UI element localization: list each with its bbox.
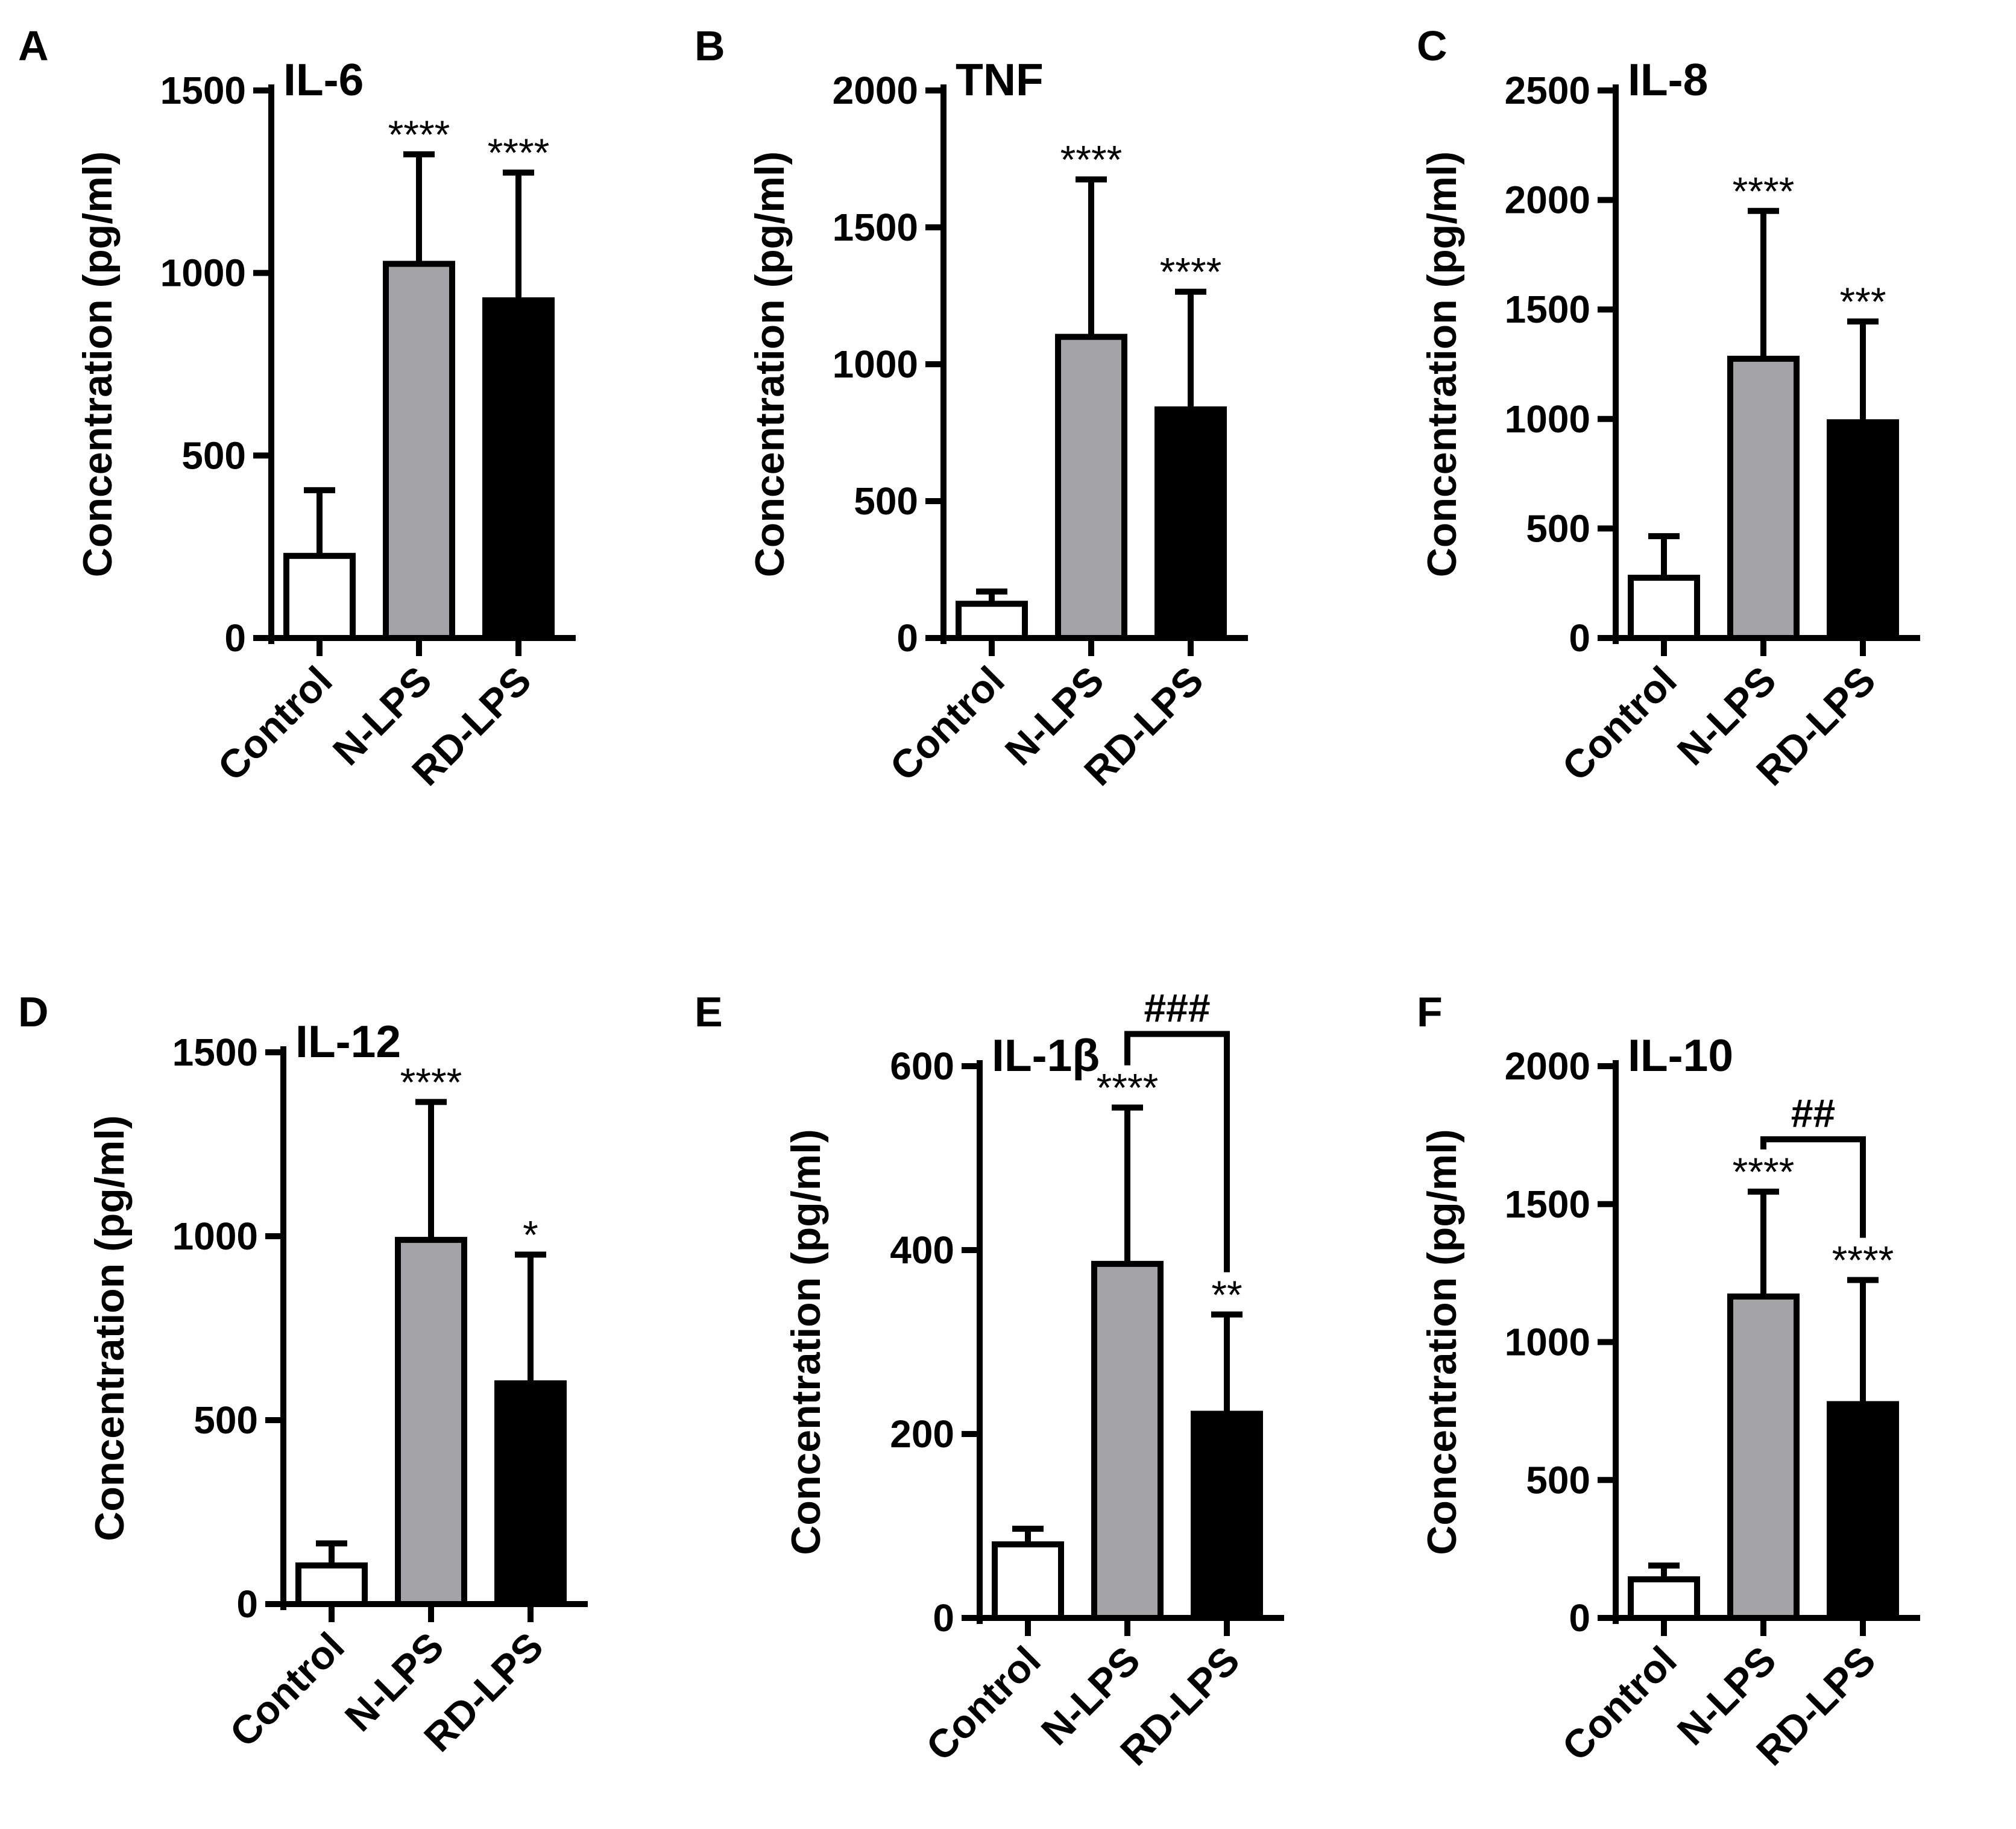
y-tick-label: 1000 — [833, 343, 918, 386]
significance-label: * — [523, 1213, 538, 1257]
y-tick-label: 2500 — [1505, 69, 1590, 112]
bar-rd-lps — [1827, 1401, 1899, 1621]
significance-label: **** — [1733, 169, 1795, 213]
bar-rd-lps — [482, 297, 555, 642]
y-axis-label: Concentration (pg/ml) — [1419, 151, 1465, 577]
y-tick-label: 1500 — [172, 1031, 258, 1074]
bar-n-lps — [1055, 333, 1127, 641]
chart-title: IL-10 — [1628, 1030, 1733, 1081]
y-tick-label: 400 — [890, 1228, 954, 1272]
significance-label: **** — [400, 1060, 462, 1104]
bar-rd-lps — [1827, 419, 1899, 641]
bracket-significance-label: ### — [1144, 986, 1210, 1031]
significance-label: **** — [388, 112, 450, 157]
y-tick-label: 0 — [933, 1596, 954, 1640]
panel-letter: C — [1417, 22, 1447, 69]
y-tick-label: 500 — [1526, 507, 1590, 550]
chart-title: IL-12 — [295, 1016, 401, 1067]
chart-title: IL-8 — [1628, 54, 1708, 105]
y-tick-label: 1000 — [160, 251, 246, 295]
significance-label: **** — [1160, 250, 1222, 294]
y-tick-label: 0 — [224, 616, 246, 660]
bar-control — [992, 1541, 1064, 1621]
panel-letter: A — [18, 22, 49, 69]
comparison-bracket — [1760, 1136, 1866, 1238]
y-tick-label: 2000 — [1505, 178, 1590, 222]
y-tick-label: 1500 — [1505, 1183, 1590, 1226]
y-tick-label: 1000 — [1505, 1321, 1590, 1364]
y-tick-label: 500 — [181, 434, 246, 477]
bracket-significance-label: ## — [1791, 1091, 1835, 1136]
y-tick-label: 600 — [890, 1044, 954, 1088]
bar-n-lps — [1727, 355, 1800, 641]
significance-label: **** — [1097, 1066, 1159, 1110]
bar-control — [283, 552, 356, 641]
bar-n-lps — [395, 1237, 467, 1608]
y-axis-label: Concentration (pg/ml) — [87, 1115, 133, 1541]
panel-letter: B — [695, 22, 725, 69]
bar-control — [956, 601, 1028, 641]
panel-letter: E — [695, 988, 723, 1035]
significance-label: **** — [1832, 1238, 1894, 1283]
panel-letter: F — [1417, 988, 1443, 1035]
bar-rd-lps — [494, 1380, 567, 1607]
chart-title: IL-1β — [992, 1030, 1100, 1081]
significance-label: **** — [488, 130, 550, 175]
y-axis-label: Concentration (pg/ml) — [747, 151, 793, 577]
y-tick-label: 1500 — [1505, 288, 1590, 331]
panel-letter: D — [18, 988, 49, 1035]
significance-label: ** — [1211, 1272, 1242, 1317]
y-tick-label: 0 — [236, 1582, 258, 1626]
bar-control — [1628, 1576, 1700, 1621]
y-tick-label: 1000 — [172, 1215, 258, 1258]
bar-control — [1628, 575, 1700, 641]
y-axis-label: Concentration (pg/ml) — [783, 1129, 829, 1555]
bar-n-lps — [1091, 1260, 1164, 1621]
significance-label: *** — [1839, 279, 1886, 324]
y-tick-label: 1500 — [833, 206, 918, 249]
y-tick-label: 0 — [896, 616, 918, 660]
chart-title: TNF — [956, 54, 1044, 105]
y-tick-label: 500 — [194, 1398, 258, 1442]
bar-control — [295, 1562, 368, 1607]
significance-label: **** — [1733, 1149, 1795, 1194]
bar-rd-lps — [1191, 1410, 1263, 1621]
comparison-bracket — [1124, 1031, 1230, 1272]
bar-rd-lps — [1154, 406, 1227, 641]
y-axis-label: Concentration (pg/ml) — [75, 151, 121, 577]
y-tick-label: 500 — [1526, 1458, 1590, 1502]
y-tick-label: 1500 — [160, 69, 246, 112]
y-tick-label: 0 — [1569, 1596, 1590, 1640]
y-tick-label: 2000 — [1505, 1044, 1590, 1088]
y-tick-label: 2000 — [833, 69, 918, 112]
y-tick-label: 500 — [854, 479, 918, 523]
bar-n-lps — [383, 261, 455, 641]
y-axis-label: Concentration (pg/ml) — [1419, 1129, 1465, 1555]
y-tick-label: 200 — [890, 1412, 954, 1456]
chart-title: IL-6 — [283, 54, 364, 105]
bar-n-lps — [1727, 1294, 1800, 1621]
y-tick-label: 0 — [1569, 616, 1590, 660]
significance-label: **** — [1060, 137, 1123, 182]
y-tick-label: 1000 — [1505, 397, 1590, 441]
